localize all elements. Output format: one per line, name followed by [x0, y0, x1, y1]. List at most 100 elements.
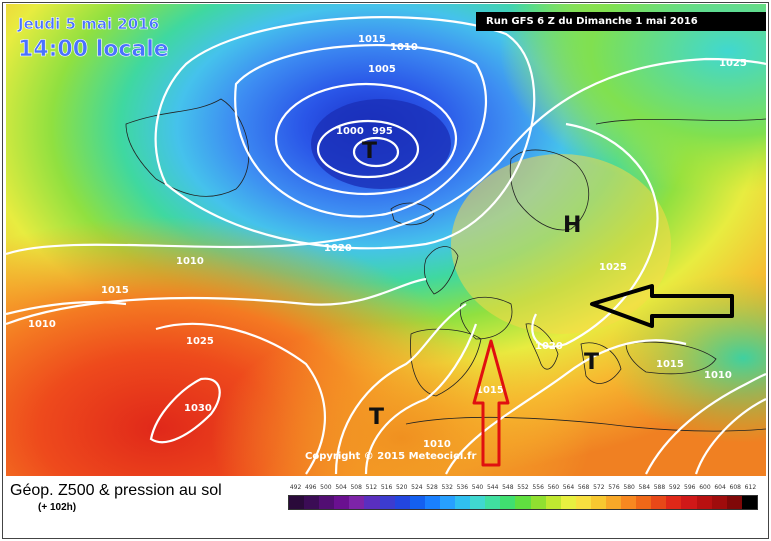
copyright-text: Copyright © 2015 Meteociel.fr — [305, 451, 476, 462]
isobar-label: 1010 — [423, 439, 451, 450]
scale-label: 596 — [684, 484, 696, 491]
forecast-time: 14:00 locale — [18, 37, 169, 62]
scale-swatch — [530, 496, 546, 509]
scale-swatch — [334, 496, 350, 509]
scale-swatch — [560, 496, 576, 509]
scale-label: 572 — [593, 484, 605, 491]
pressure-systems: T H T T — [362, 139, 599, 430]
scale-label: 540 — [471, 484, 484, 491]
scale-label: 500 — [320, 484, 332, 491]
forecast-map: 1015 1010 1005 1000 995 1025 1020 1010 1… — [6, 4, 766, 476]
isobar-1010-north — [234, 43, 487, 218]
isobar-1015-west — [6, 277, 427, 326]
red-arrow-icon — [472, 339, 510, 467]
scale-swatch — [424, 496, 440, 509]
scale-label: 560 — [547, 484, 560, 491]
run-label: Run GFS 6 Z du Dimanche 1 mai 2016 — [486, 16, 698, 27]
scale-label: 600 — [699, 484, 711, 491]
high-pressure-marker: H — [563, 213, 581, 238]
isobar-1010-west — [6, 300, 127, 316]
scale-swatch — [289, 496, 305, 509]
scale-swatch — [741, 496, 757, 509]
scale-swatch — [379, 496, 395, 509]
france-coast — [459, 296, 513, 340]
scale-label: 520 — [395, 484, 408, 491]
scale-labels: 492 496 500 504 508 512 516 520 524 528 532 536 540 5… — [288, 484, 758, 494]
ridge-field — [451, 154, 671, 334]
scale-label: 528 — [426, 484, 438, 491]
isobars — [6, 16, 766, 475]
scale-swatch — [651, 496, 667, 509]
isobar-label: 1015 — [656, 359, 684, 370]
isobar-label: 1000 — [336, 126, 364, 137]
scale-swatch — [470, 496, 486, 509]
iceland-coast — [390, 202, 435, 226]
scale-swatch — [681, 496, 697, 509]
scale-label: 608 — [729, 484, 741, 491]
scale-swatch — [394, 496, 410, 509]
isobar-label: 1010 — [28, 319, 56, 330]
scale-label: 576 — [608, 484, 620, 491]
run-info-box: Run GFS 6 Z du Dimanche 1 mai 2016 — [476, 12, 766, 31]
isobar-1015-east — [645, 372, 766, 475]
scale-swatch — [319, 496, 335, 509]
iberia-coast — [410, 328, 482, 397]
scale-swatch — [439, 496, 456, 509]
isobar-1015-south — [334, 303, 467, 475]
isobar-1030 — [149, 377, 221, 444]
italy-coast — [525, 323, 559, 370]
scale-label: 548 — [502, 484, 514, 491]
greenland-coast — [125, 98, 250, 197]
scale-swatch — [666, 496, 682, 509]
scale-swatch — [711, 496, 727, 509]
scandinavia-coast — [509, 149, 590, 231]
scale-label: 524 — [411, 484, 423, 491]
scale-label: 492 — [289, 484, 302, 491]
isobar-1010-south — [364, 323, 478, 475]
isobar-label: 1005 — [368, 64, 396, 75]
forecast-date: Jeudi 5 mai 2016 — [17, 15, 159, 33]
black-arrow-icon — [590, 284, 734, 328]
scale-swatch — [500, 496, 516, 509]
north-africa-coast — [405, 416, 766, 432]
scale-label: 584 — [638, 484, 651, 491]
scale-label: 512 — [365, 484, 378, 491]
isobar-label: 1015 — [358, 34, 386, 45]
scale-label: 536 — [456, 484, 469, 491]
scale-label: 496 — [305, 484, 317, 491]
scale-label: 556 — [532, 484, 544, 491]
arctic-coast — [595, 118, 766, 125]
scale-label: 580 — [623, 484, 635, 491]
legend-subtitle: (+ 102h) — [38, 502, 77, 513]
isobar-label: 1025 — [599, 262, 627, 273]
isobar-label: 1010 — [390, 42, 418, 53]
isobar-1025-east — [531, 122, 659, 348]
scale-swatch — [696, 496, 712, 509]
isobar-label: 1030 — [184, 403, 212, 414]
low-pressure-marker: T — [362, 139, 377, 164]
isobar-labels: 1015 1010 1005 1000 995 1025 1020 1010 1… — [28, 34, 747, 450]
isobar-label: 1010 — [704, 370, 732, 381]
coastlines — [125, 98, 766, 432]
isobar-1000 — [316, 119, 420, 179]
isobar-1025 — [155, 322, 326, 475]
scale-label: 552 — [517, 484, 529, 491]
scale-swatch — [485, 496, 501, 509]
black-sea-coast — [625, 341, 717, 375]
scale-label: 592 — [668, 484, 681, 491]
scale-label: 568 — [577, 484, 590, 491]
scale-label: 544 — [486, 484, 499, 491]
isobar-label: 1025 — [186, 336, 214, 347]
scale-swatch — [349, 496, 365, 509]
scale-label: 516 — [380, 484, 393, 491]
color-scale-bar — [288, 495, 758, 510]
isobar-1020-east — [445, 339, 687, 475]
isobar-label: 1025 — [719, 58, 747, 69]
scale-swatch — [605, 496, 622, 509]
isobar-1005 — [274, 82, 458, 196]
scale-swatch — [545, 496, 561, 509]
scale-swatch — [455, 496, 471, 509]
scale-swatch — [409, 496, 425, 509]
british-isles-coast — [424, 246, 459, 295]
